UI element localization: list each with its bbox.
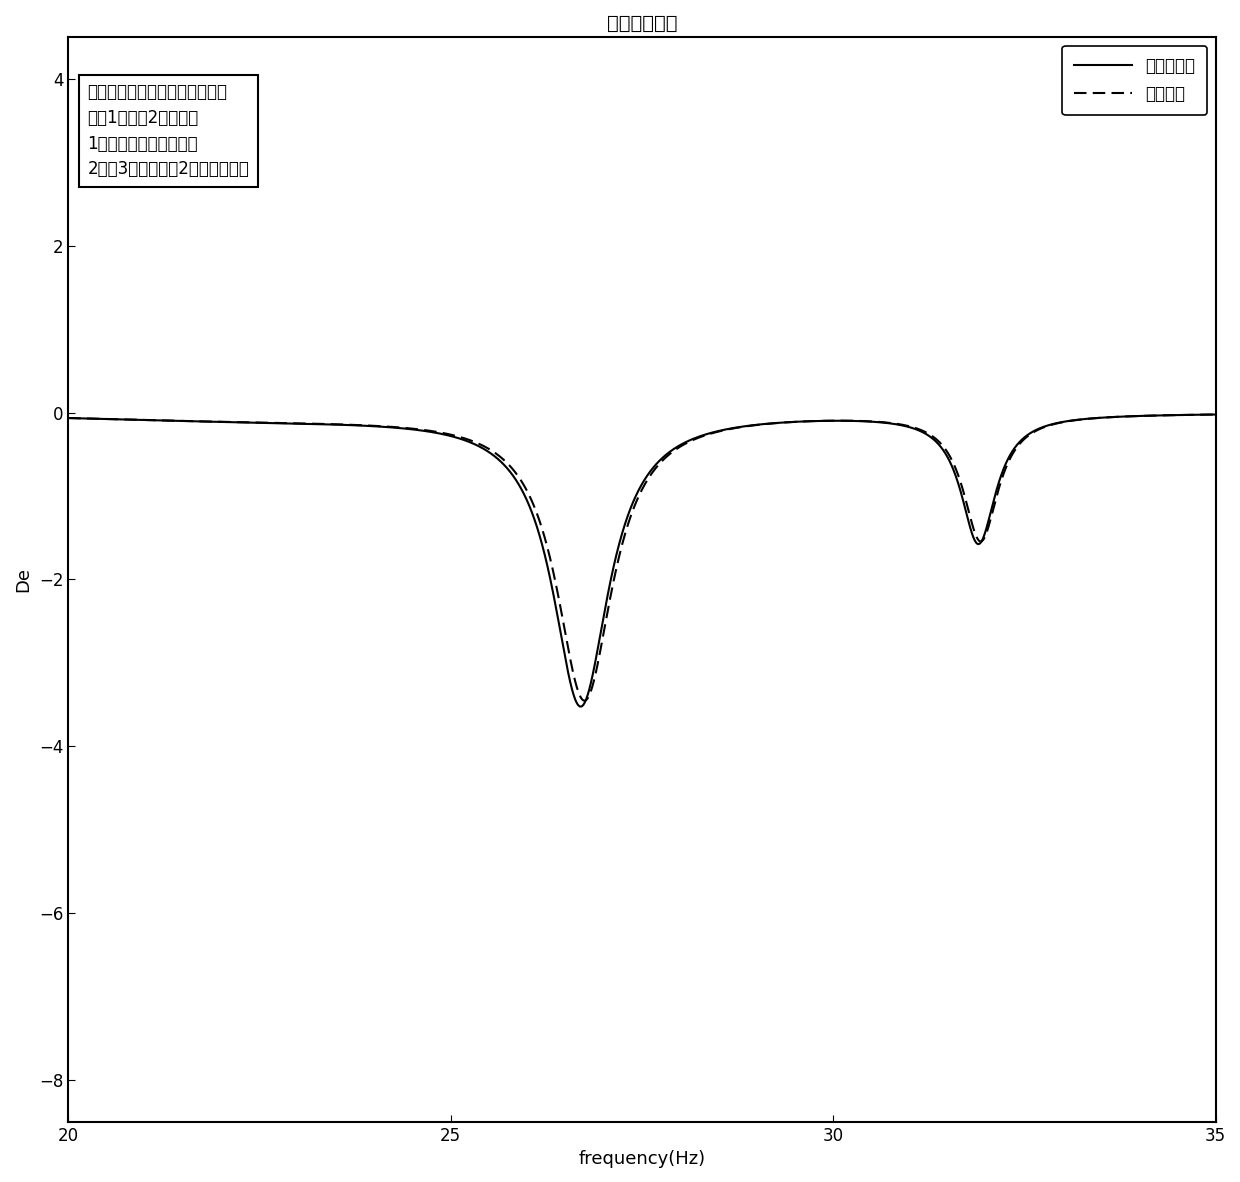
Legend: 测试信号法, 理论推导: 测试信号法, 理论推导 — [1063, 46, 1208, 115]
理论推导 — [61, 411, 76, 426]
X-axis label: frequency(Hz): frequency(Hz) — [578, 1150, 706, 1168]
Title: 电气阻尼对比: 电气阻尼对比 — [606, 14, 677, 33]
测试信号法 — [1004, 446, 1019, 460]
理论推导 — [269, 416, 284, 430]
测试信号法 — [61, 411, 76, 426]
理论推导 — [1004, 448, 1019, 462]
测试信号法 — [500, 461, 515, 475]
Line: 理论推导: 理论推导 — [68, 415, 1215, 701]
Y-axis label: De: De — [14, 567, 32, 592]
理论推导 — [918, 424, 932, 439]
测试信号法 — [1208, 408, 1223, 422]
测试信号法 — [573, 700, 588, 714]
理论推导 — [749, 418, 764, 433]
Line: 测试信号法: 测试信号法 — [68, 415, 1215, 707]
理论推导 — [807, 414, 822, 428]
测试信号法 — [807, 414, 822, 428]
理论推导 — [577, 694, 591, 708]
理论推导 — [500, 455, 515, 469]
测试信号法 — [269, 416, 284, 430]
Text: 待研究机组投入两台，均满载；
机组1、机组2均退出；
1号特高压变投运一台；
2号、3号特高压变2台均投匀运。: 待研究机组投入两台，均满载； 机组1、机组2均退出； 1号特高压变投运一台； 2… — [87, 83, 249, 178]
测试信号法 — [918, 426, 932, 440]
理论推导 — [1208, 408, 1223, 422]
测试信号法 — [749, 417, 764, 431]
